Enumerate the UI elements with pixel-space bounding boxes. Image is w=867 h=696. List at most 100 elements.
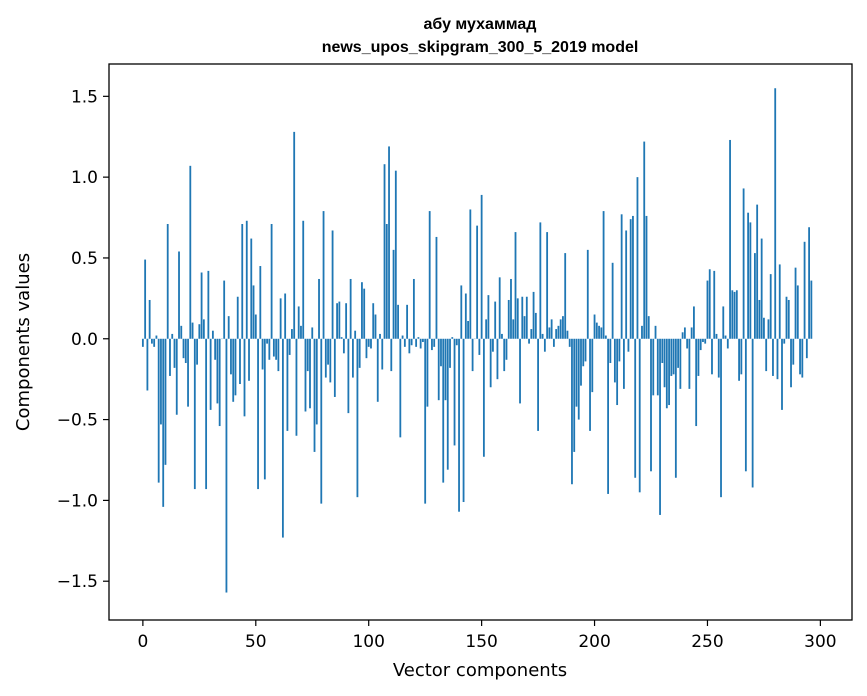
bar-component-210 [616,338,619,406]
bar-component-94 [354,330,357,339]
bar-component-278 [769,274,772,339]
bar-component-276 [765,338,768,372]
bar-component-274 [760,238,763,339]
bar-component-228 [656,338,659,396]
bar-component-118 [408,338,411,354]
bar-component-237 [677,338,680,368]
bar-component-99 [365,338,368,359]
bar-component-32 [214,338,217,360]
bar-component-110 [390,338,393,372]
bar-component-160 [503,338,506,372]
bar-component-55 [266,338,268,344]
bar-component-70 [300,325,302,339]
y-axis-ticks: −1.5 −1.0 −0.5 0.0 0.5 1.0 1.5 [57,87,109,592]
bar-component-164 [512,319,515,339]
bar-component-85 [333,338,336,397]
bar-component-289 [794,267,797,339]
bar-component-93 [352,338,354,378]
bar-component-269 [749,222,752,339]
bar-component-208 [611,262,614,339]
bar-component-95 [356,338,359,498]
bar-component-75 [311,327,314,339]
y-tick-label: 1.0 [71,168,98,188]
bar-component-64 [286,338,289,431]
y-tick-label: −1.0 [57,491,98,511]
bar-component-268 [747,212,750,339]
bar-component-113 [397,304,399,339]
bar-component-101 [370,338,372,349]
bar-component-256 [720,338,722,498]
bar-component-89 [342,338,345,354]
bar-component-172 [530,329,533,339]
bar-component-245 [695,338,698,427]
bar-component-1 [144,259,147,339]
bar-component-100 [367,338,370,347]
bar-component-206 [607,338,609,494]
bar-component-2 [146,338,149,391]
bar-component-126 [426,338,429,407]
bar-component-192 [575,338,578,407]
bar-component-238 [679,338,682,389]
bar-component-86 [336,303,338,339]
bar-component-66 [291,329,293,339]
bar-component-168 [521,296,524,339]
bar-component-167 [519,338,521,404]
bar-component-273 [758,299,761,339]
bar-component-197 [586,249,589,339]
bar-component-125 [424,338,427,504]
bar-component-133 [442,338,445,483]
bar-component-83 [329,338,332,383]
bar-component-261 [731,290,734,339]
bar-component-97 [361,282,363,339]
bar-component-281 [776,338,779,380]
plot-frame [108,63,853,621]
bar-component-209 [613,338,616,383]
bar-component-115 [401,335,404,339]
bar-component-189 [568,338,571,347]
bar-component-42 [236,296,239,339]
bar-component-183 [555,329,558,339]
bar-component-262 [733,291,736,339]
bar-component-51 [257,338,259,490]
bar-component-61 [279,298,282,339]
bar-component-213 [623,338,625,389]
bar-component-221 [641,325,643,339]
bar-component-49 [252,285,255,339]
bar-component-251 [708,269,711,339]
bar-component-6 [155,335,158,339]
bar-component-176 [539,222,542,339]
y-axis-label: Components values [13,253,34,431]
bar-component-181 [550,319,553,339]
bar-component-180 [548,327,551,339]
bar-component-11 [166,224,169,339]
bar-component-34 [218,338,221,427]
bar-component-173 [532,291,535,339]
bar-component-250 [706,280,709,339]
bar-component-92 [349,278,352,339]
bar-component-162 [507,299,510,339]
bar-component-102 [372,303,375,339]
bar-component-161 [505,338,508,360]
bar-component-31 [211,330,214,339]
bar-component-155 [492,338,494,352]
bar-component-120 [412,278,415,339]
bar-component-285 [785,296,788,339]
bar-component-62 [281,338,284,538]
bar-component-65 [288,338,291,355]
bar-component-179 [546,232,549,339]
bar-component-18 [182,338,185,359]
bar-component-253 [713,270,716,339]
bar-component-124 [422,338,424,342]
chart-title-line2: news_upos_skipgram_300_5_2019 model [322,39,639,56]
bar-component-204 [602,211,605,339]
bar-component-39 [230,338,232,375]
bar-component-79 [320,338,323,504]
bar-component-149 [478,338,481,355]
bar-component-0 [141,338,144,347]
bar-component-129 [433,338,436,347]
bar-component-290 [796,285,799,339]
bar-component-214 [625,230,628,339]
bar-component-137 [451,337,454,339]
bar-component-98 [363,288,366,339]
bar-component-131 [437,338,440,401]
